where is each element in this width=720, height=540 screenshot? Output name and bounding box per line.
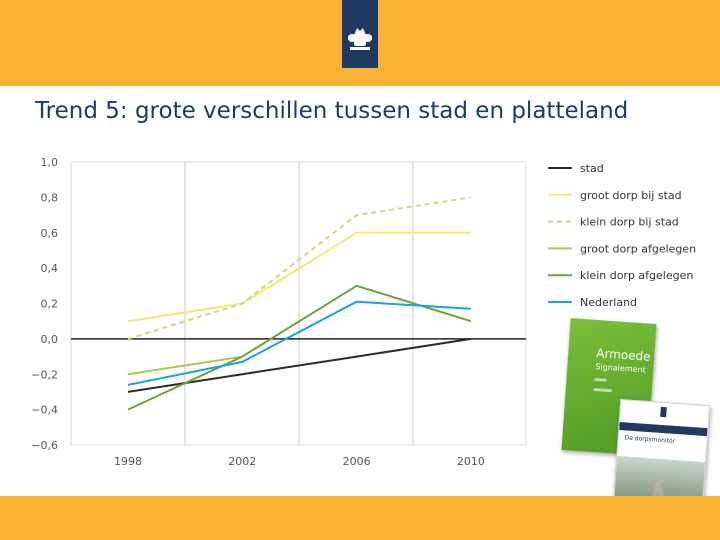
legend-label: klein dorp bij stad — [580, 216, 679, 229]
y-tick-label: 1,0 — [41, 156, 59, 169]
dorpsmonitor-book-title: De dorpsmonitor — [624, 434, 676, 445]
y-tick-label: 0,4 — [41, 262, 59, 275]
series-line — [127, 231, 471, 323]
legend-label: Nederland — [580, 296, 637, 309]
armoede-book-subtitle: Signalement — [595, 362, 647, 375]
legend-label: klein dorp afgelegen — [580, 269, 693, 282]
y-tick-label: 0,8 — [41, 191, 59, 204]
legend-label: stad — [580, 162, 604, 175]
logo-tab — [342, 0, 378, 68]
armoede-book-line — [593, 387, 612, 393]
series-line — [127, 355, 243, 376]
series-line — [127, 300, 471, 386]
x-tick-label: 2010 — [457, 455, 485, 468]
legend-label: groot dorp bij stad — [580, 189, 682, 202]
y-tick-label: 0,6 — [41, 227, 59, 240]
chart-grid — [70, 161, 527, 446]
footer-band — [0, 496, 720, 540]
legend-label: groot dorp afgelegen — [580, 242, 696, 255]
chart-axes: 1,0 0,8 0,6 0,4 0,2 0,0 −0,2 −0,4 −0,6 1998 2002 20… — [31, 156, 526, 468]
x-tick-label: 2002 — [228, 455, 256, 468]
armoede-book-title: Armoede — [595, 346, 652, 364]
x-tick-label: 1998 — [114, 455, 142, 468]
armoede-book-line — [594, 377, 607, 382]
line-chart: 1,0 0,8 0,6 0,4 0,2 0,0 −0,2 −0,4 −0,6 1998 2002 20… — [31, 156, 696, 468]
x-tick-label: 2006 — [343, 455, 371, 468]
slide-title: Trend 5: grote verschillen tussen stad e… — [35, 98, 629, 124]
y-tick-label: 0,2 — [41, 298, 59, 311]
y-tick-label: −0,4 — [31, 404, 58, 417]
crest-icon — [348, 28, 372, 50]
y-tick-label: 0,0 — [41, 333, 59, 346]
chart-legend: stad groot dorp bij stad klein dorp bij st… — [548, 162, 696, 309]
crest-icon — [660, 406, 667, 418]
chart-series — [127, 196, 472, 411]
y-tick-label: −0,6 — [31, 439, 58, 452]
series-line — [127, 284, 472, 411]
series-line — [127, 196, 472, 340]
y-tick-label: −0,2 — [31, 368, 58, 381]
